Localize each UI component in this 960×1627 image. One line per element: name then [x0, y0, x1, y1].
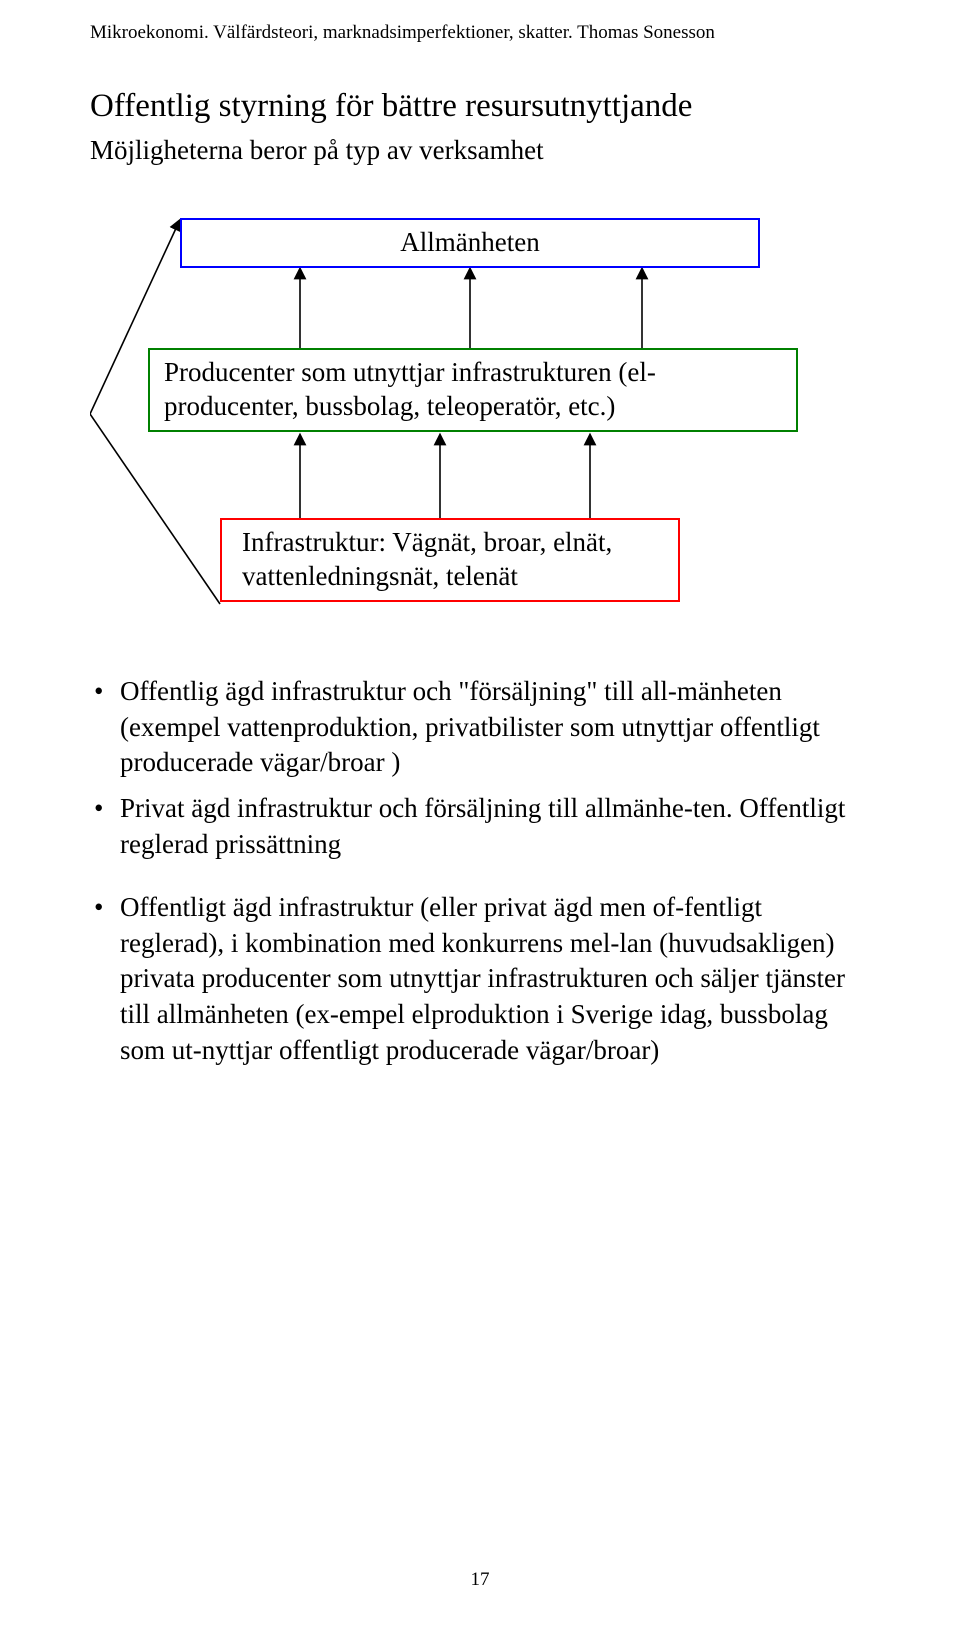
list-item-text: Offentlig ägd infrastruktur och "försälj…: [120, 676, 820, 777]
bullet-list-2: Offentligt ägd infrastruktur (eller priv…: [90, 890, 870, 1068]
page-title: Offentlig styrning för bättre resursutny…: [90, 88, 870, 125]
page-number: 17: [0, 1569, 960, 1591]
diagram-box-bottom-label: Infrastruktur: Vägnät, broar, elnät, vat…: [236, 526, 664, 594]
subtitle: Möjligheterna beror på typ av verksamhet: [90, 135, 870, 166]
bullet-list-1: Offentlig ägd infrastruktur och "försälj…: [90, 674, 870, 862]
diagram-box-top: Allmänheten: [180, 218, 760, 268]
diagram-box-top-label: Allmänheten: [400, 226, 539, 260]
running-header: Mikroekonomi. Välfärdsteori, marknadsimp…: [90, 22, 870, 44]
page: Mikroekonomi. Välfärdsteori, marknadsimp…: [0, 0, 960, 1627]
diagram-box-middle: Producenter som utnyttjar infrastrukture…: [148, 348, 798, 432]
list-item-text: Offentligt ägd infrastruktur (eller priv…: [120, 892, 845, 1065]
diagram-box-middle-label: Producenter som utnyttjar infrastrukture…: [164, 357, 656, 421]
diagram-box-bottom: Infrastruktur: Vägnät, broar, elnät, vat…: [220, 518, 680, 602]
list-item: Offentligt ägd infrastruktur (eller priv…: [90, 890, 870, 1068]
list-item: Privat ägd infrastruktur och försäljning…: [90, 791, 870, 862]
list-item: Offentlig ägd infrastruktur och "försälj…: [90, 674, 870, 781]
list-item-text: Privat ägd infrastruktur och försäljning…: [120, 793, 845, 859]
diagram: Allmänheten Producenter som utnyttjar in…: [90, 218, 870, 638]
